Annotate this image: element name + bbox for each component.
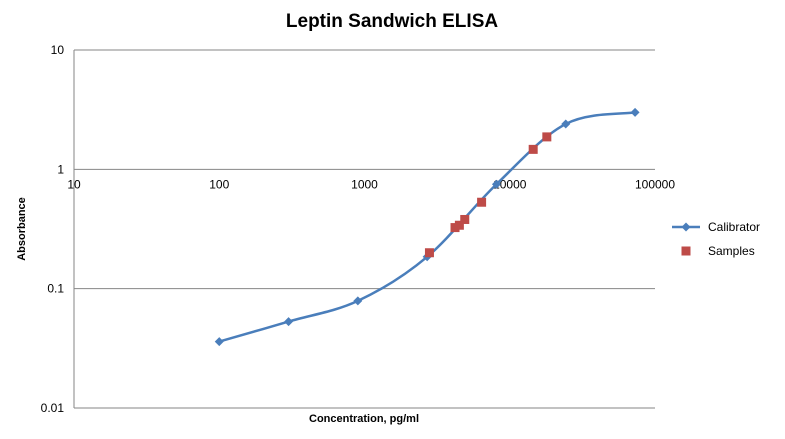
calibrator-point	[491, 179, 501, 189]
samples-markers	[424, 132, 552, 258]
samples-point	[460, 214, 470, 224]
calibrator-series-line	[218, 111, 637, 343]
legend-calibrator-label: Calibrator	[708, 220, 760, 234]
calibrator-markers	[214, 107, 640, 347]
legend-entry-samples: Samples	[681, 244, 755, 258]
y-tick-label: 1	[57, 162, 64, 176]
samples-point	[542, 132, 552, 142]
y-tick-label: 0.1	[47, 282, 64, 296]
x-tick-label: 100000	[635, 177, 675, 191]
chart-title: Leptin Sandwich ELISA	[286, 11, 498, 32]
x-tick-label: 100	[209, 177, 229, 191]
calibrator-point	[214, 337, 224, 347]
legend-entry-calibrator: Calibrator	[672, 220, 760, 234]
calibrator-point	[630, 107, 640, 117]
legend-samples-marker	[681, 246, 691, 256]
x-tick-label: 1000	[351, 177, 378, 191]
y-tick-label: 10	[51, 43, 65, 57]
x-axis-label: Concentration, pg/ml	[309, 413, 419, 425]
samples-point	[477, 197, 487, 207]
calibrator-point	[561, 119, 571, 129]
x-tick-label: 10	[67, 177, 81, 191]
y-tick-label: 0.01	[41, 401, 65, 415]
legend-calibrator-marker	[681, 222, 691, 232]
y-axis-label: Absorbance	[16, 197, 28, 261]
calibrator-point	[353, 296, 363, 306]
legend-samples-label: Samples	[708, 244, 755, 258]
calibrator-point	[284, 317, 294, 327]
legend: Calibrator Samples	[672, 220, 760, 258]
x-tick-labels: 10 100 1000 10000 100000	[67, 177, 675, 191]
y-tick-labels: 0.01 0.1 1 10	[41, 43, 65, 415]
gridlines	[74, 49, 655, 290]
samples-point	[424, 248, 434, 258]
samples-point	[454, 220, 464, 230]
samples-point	[528, 144, 538, 154]
